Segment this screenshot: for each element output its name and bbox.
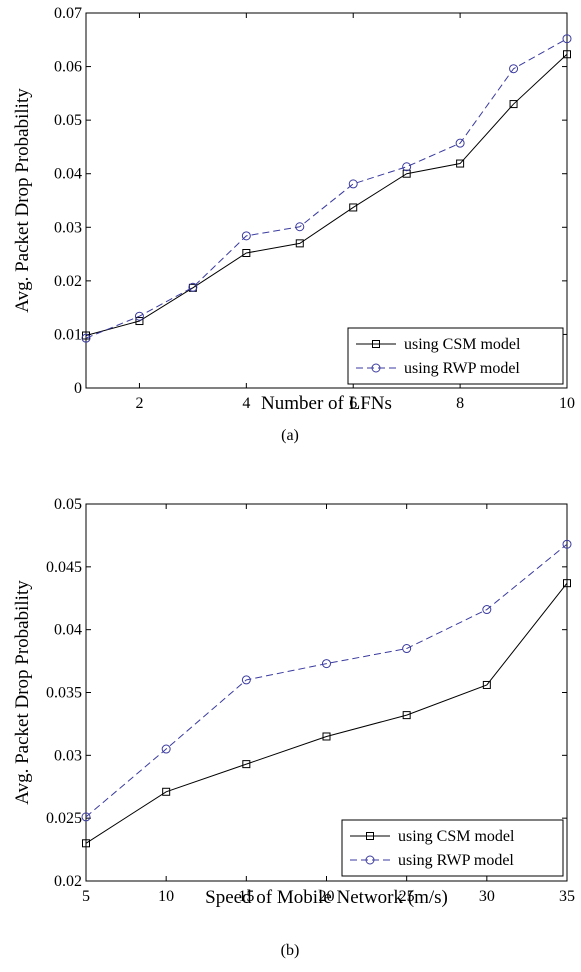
legend: using CSM model using RWP model [341, 819, 564, 877]
legend-marker [366, 832, 374, 840]
series-rwp [81, 34, 572, 343]
legend-entry: using RWP model [404, 360, 520, 377]
series-csm [82, 50, 571, 340]
data-point [402, 711, 411, 720]
data-point [81, 812, 91, 822]
legend-box [341, 819, 564, 877]
data-point [81, 333, 91, 343]
y-tick-label: 0.02 [54, 273, 82, 290]
legend-entry: using RWP model [398, 852, 514, 869]
chart-panel-a: 2 4 6 8 10 0 0.01 0.02 0.03 0.04 0.05 0.06 0.07 Numbe… [12, 5, 575, 444]
x-tick-label: 25 [399, 888, 415, 905]
x-axis-label: Number of LFNs [261, 393, 392, 414]
data-point [562, 34, 572, 44]
y-tick-label: 0.06 [54, 59, 82, 76]
legend: using CSM model using RWP model [347, 327, 564, 385]
data-point [402, 162, 412, 172]
x-tick-label: 6 [349, 395, 357, 412]
series-csm [82, 579, 571, 848]
data-point [242, 249, 251, 257]
data-point [241, 231, 251, 241]
y-axis-label: Avg. Packet Drop Probability [12, 580, 33, 805]
data-point [402, 644, 412, 654]
series-rwp [81, 539, 572, 822]
y-tick-label: 0.01 [54, 326, 82, 343]
series-line [85, 543, 568, 818]
y-tick-label: 0.035 [46, 685, 82, 702]
data-point [242, 760, 251, 769]
panel-caption: (a) [281, 427, 299, 444]
data-point [162, 787, 171, 796]
data-point [295, 222, 305, 232]
x-tick-label: 35 [559, 888, 575, 905]
data-point [456, 159, 465, 168]
data-point [349, 203, 358, 212]
x-tick-label: 2 [135, 395, 143, 412]
series-line [85, 38, 568, 339]
data-point [482, 605, 492, 615]
y-tick-label: 0.07 [54, 5, 82, 22]
y-tick-label: 0.045 [46, 559, 82, 576]
data-point [509, 64, 519, 74]
y-tick-label: 0.04 [54, 622, 82, 639]
data-point [509, 100, 518, 109]
data-point [562, 539, 572, 549]
data-point [402, 169, 411, 178]
legend-marker [365, 855, 375, 865]
data-point [455, 138, 465, 148]
x-tick-label: 8 [456, 395, 464, 412]
legend-box [347, 327, 564, 385]
data-point [241, 675, 251, 685]
x-axis-label: Speed of Mobile Network (m/s) [205, 887, 448, 908]
data-point [322, 732, 331, 741]
x-tick-label: 5 [82, 888, 90, 905]
data-point [322, 659, 331, 669]
data-point [82, 839, 90, 848]
legend-marker [372, 340, 380, 348]
x-tick-label: 10 [559, 395, 575, 412]
chart-panel-b: 5 10 15 20 25 30 35 0.02 0.025 0.03 0.035 0.04 0.045… [12, 496, 575, 959]
data-point [563, 50, 571, 59]
series-line [85, 53, 568, 336]
y-tick-label: 0.04 [54, 166, 82, 183]
y-tick-label: 0.02 [54, 873, 82, 890]
data-point [348, 179, 358, 189]
legend-entry: using CSM model [404, 336, 521, 353]
x-tick-label: 15 [238, 888, 254, 905]
y-tick-label: 0.05 [54, 496, 82, 513]
series-line [85, 582, 568, 844]
data-point [134, 311, 144, 321]
legend-marker [371, 363, 381, 373]
x-tick-label: 10 [158, 888, 174, 905]
data-point [482, 680, 491, 689]
legend-entry: using CSM model [398, 828, 515, 845]
x-tick-label: 30 [479, 888, 495, 905]
plot-frame [85, 12, 568, 389]
data-point [161, 744, 171, 754]
y-tick-label: 0 [74, 380, 82, 397]
y-tick-label: 0.025 [46, 810, 82, 827]
y-axis-label: Avg. Packet Drop Probability [12, 88, 33, 313]
data-point [295, 239, 304, 248]
panel-caption: (b) [281, 942, 300, 959]
y-tick-label: 0.03 [54, 219, 82, 236]
data-point [188, 282, 198, 292]
data-point [135, 317, 144, 326]
y-tick-label: 0.03 [54, 747, 82, 764]
y-tick-label: 0.05 [54, 112, 82, 129]
x-tick-label: 20 [319, 888, 335, 905]
x-tick-label: 4 [242, 395, 250, 412]
data-point [563, 579, 571, 588]
